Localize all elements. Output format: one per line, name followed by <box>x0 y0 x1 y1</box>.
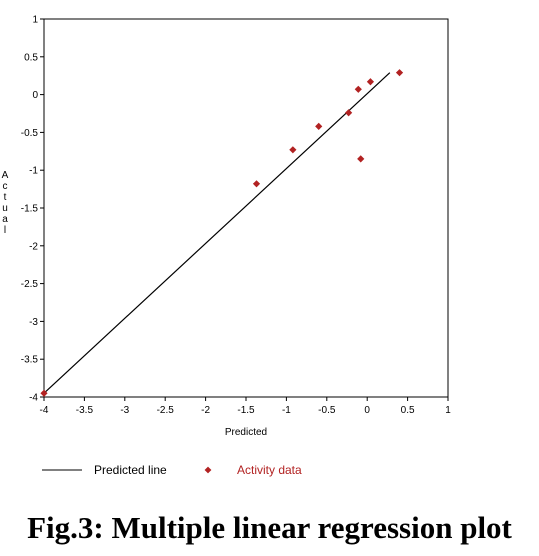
x-tick-label: -0.5 <box>318 405 336 416</box>
x-axis-title: Predicted <box>225 427 267 438</box>
legend-label-predicted-line: Predicted line <box>94 463 167 477</box>
y-tick-label: -3.5 <box>21 355 39 366</box>
y-axis-title-char: a <box>2 214 8 225</box>
legend: Predicted line Activity data <box>42 463 302 477</box>
y-tick-label: -3 <box>29 317 38 328</box>
x-tick-label: -3.5 <box>76 405 94 416</box>
y-axis-title-char: c <box>3 181 8 192</box>
y-tick-label: -1 <box>29 166 38 177</box>
y-tick-label: -0.5 <box>21 128 39 139</box>
y-tick-label: -2 <box>29 241 38 252</box>
y-axis-title-char: l <box>4 225 6 236</box>
figure-caption: Fig.3: Multiple linear regression plot <box>27 510 512 545</box>
x-tick-label: -2 <box>201 405 210 416</box>
x-tick-label: 1 <box>445 405 451 416</box>
data-point <box>252 180 261 188</box>
y-axis-title-char: u <box>2 203 8 214</box>
x-tick-label: 0 <box>364 405 370 416</box>
series-activity-data <box>40 69 404 397</box>
y-tick-label: -4 <box>29 393 38 404</box>
x-tick-label: 0.5 <box>401 405 415 416</box>
y-tick-label: -1.5 <box>21 204 39 215</box>
data-point <box>289 146 297 154</box>
series-predicted-line <box>43 72 391 394</box>
data-point <box>354 85 362 93</box>
data-point <box>395 69 404 77</box>
x-tick-label: -3 <box>120 405 129 416</box>
y-tick-label: 0.5 <box>24 52 38 63</box>
data-point <box>366 78 375 86</box>
y-tick-label: 0 <box>32 90 38 101</box>
x-tick-label: -1 <box>282 405 291 416</box>
regression-line <box>43 72 391 394</box>
data-point <box>345 109 353 117</box>
x-tick-label: -4 <box>40 405 49 416</box>
legend-marker-swatch <box>204 466 212 474</box>
x-tick-label: -2.5 <box>157 405 175 416</box>
y-tick-label: -2.5 <box>21 279 39 290</box>
data-point <box>40 389 48 397</box>
y-axis-title-char: t <box>4 192 7 203</box>
y-axis-title-char: A <box>2 170 9 181</box>
x-tick-label: -1.5 <box>237 405 255 416</box>
legend-label-activity-data: Activity data <box>237 463 302 477</box>
data-point <box>357 155 365 163</box>
data-point <box>315 122 323 130</box>
y-tick-label: 1 <box>32 15 38 26</box>
